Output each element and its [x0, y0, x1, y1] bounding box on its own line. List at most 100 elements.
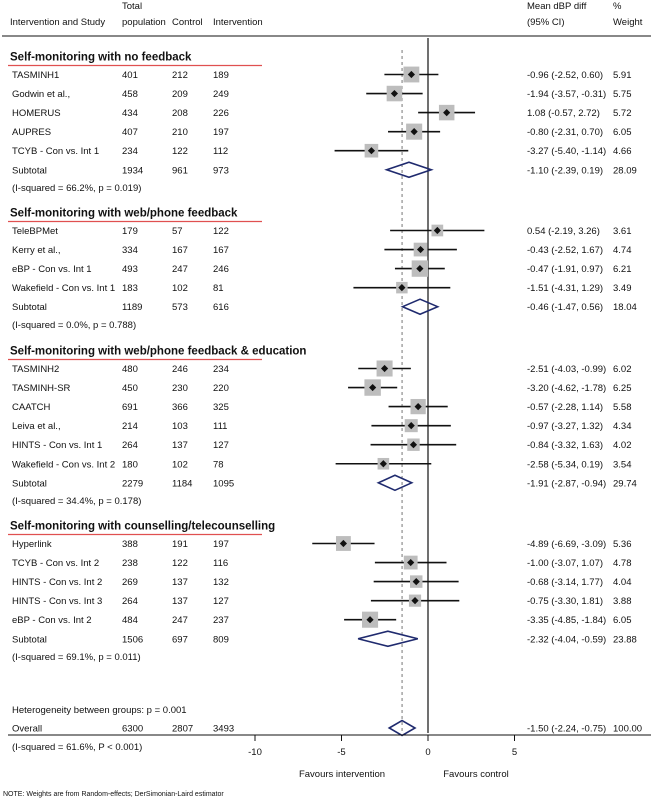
section-web-phone-feedback-study-4-point-estimate	[398, 284, 406, 292]
section-counselling-subtotal-total: 1506	[122, 634, 143, 645]
section-no-feedback-study-2-ci-text: -1.94 (-3.57, -0.31)	[527, 89, 606, 100]
section-no-feedback-subtotal-intervention: 973	[213, 165, 229, 176]
favours-control-label: Favours control	[443, 769, 508, 780]
section-web-phone-feedback-heterogeneity: (I-squared = 0.0%, p = 0.788)	[12, 320, 136, 331]
section-no-feedback-study-2-intervention: 249	[213, 89, 229, 100]
section-counselling-study-1-weight: 5.36	[613, 539, 632, 550]
section-web-phone-feedback-subtotal-weight: 18.04	[613, 302, 637, 313]
section-feedback-education-study-5-weight: 4.02	[613, 440, 632, 451]
section-no-feedback-study-5-control: 122	[172, 146, 188, 157]
section-feedback-education-heterogeneity: (I-squared = 34.4%, p = 0.178)	[12, 496, 141, 507]
section-counselling-study-4-control: 137	[172, 596, 188, 607]
section-feedback-education-subtotal-diamond	[376, 474, 414, 492]
header-effect-line1: Mean dBP diff	[527, 1, 587, 12]
section-no-feedback-subtotal-ci-text: -1.10 (-2.39, 0.19)	[527, 165, 603, 176]
section-feedback-education-study-5-point-estimate	[409, 441, 418, 449]
section-web-phone-feedback-study-1-total: 179	[122, 226, 138, 237]
section-feedback-education-study-5-ci-text: -0.84 (-3.32, 1.63)	[527, 440, 603, 451]
section-no-feedback-subtotal-label: Subtotal	[12, 165, 47, 176]
section-counselling-subtotal-diamond	[357, 630, 418, 648]
x-tick-label-5: 5	[512, 747, 517, 758]
section-web-phone-feedback-subtotal-diamond	[400, 298, 440, 316]
header-intervention: Intervention	[213, 17, 263, 28]
section-feedback-education-study-3-ci-text: -0.57 (-2.28, 1.14)	[527, 402, 603, 413]
section-web-phone-feedback-study-1-intervention: 122	[213, 226, 229, 237]
section-web-phone-feedback-study-1-control: 57	[172, 226, 183, 237]
section-no-feedback-subtotal-diamond	[384, 161, 434, 179]
section-no-feedback-study-4-intervention: 197	[213, 127, 229, 138]
section-feedback-education-study-2-control: 230	[172, 383, 188, 394]
section-no-feedback-study-2-name: Godwin et al.,	[12, 89, 70, 100]
overall-label: Overall	[12, 724, 42, 735]
section-no-feedback-study-4-point-estimate	[410, 128, 418, 136]
rows-layer: Self-monitoring with no feedback TASMINH1…	[8, 52, 642, 753]
section-counselling-title: Self-monitoring with counselling/telecou…	[10, 521, 275, 533]
section-web-phone-feedback-subtotal-control: 573	[172, 302, 188, 313]
section-counselling-study-3-control: 137	[172, 577, 188, 588]
section-no-feedback-study-3-control: 208	[172, 108, 188, 119]
section-feedback-education-study-6-intervention: 78	[213, 459, 224, 470]
section-counselling-study-1-intervention: 197	[213, 539, 229, 550]
overall-weight: 100.00	[613, 724, 642, 735]
section-feedback-education-study-6-ci-text: -2.58 (-5.34, 0.19)	[527, 459, 603, 470]
section-no-feedback-study-1-ci-text: -0.96 (-2.52, 0.60)	[527, 70, 603, 81]
section-counselling-study-1-total: 388	[122, 539, 138, 550]
section-counselling-study-3-ci-text: -0.68 (-3.14, 1.77)	[527, 577, 603, 588]
section-feedback-education-study-4-name: Leiva et al.,	[12, 421, 61, 432]
section-counselling-study-5-name: eBP - Con vs. Int 2	[12, 615, 92, 626]
section-feedback-education-study-5-name: HINTS - Con vs. Int 1	[12, 440, 102, 451]
section-feedback-education-study-6-weight: 3.54	[613, 459, 632, 470]
section-web-phone-feedback-study-4-name: Wakefield - Con vs. Int 1	[12, 283, 115, 294]
section-counselling-study-2-ci-text: -1.00 (-3.07, 1.07)	[527, 558, 603, 569]
section-feedback-education-study-4-weight: 4.34	[613, 421, 632, 432]
section-feedback-education-study-1-weight: 6.02	[613, 364, 632, 375]
section-feedback-education-study-3-total: 691	[122, 402, 138, 413]
section-no-feedback-study-4-weight: 6.05	[613, 127, 632, 138]
between-groups-heterogeneity: Heterogeneity between groups: p = 0.001	[12, 705, 187, 716]
section-feedback-education-study-1-intervention: 234	[213, 364, 229, 375]
section-web-phone-feedback-study-4-ci-text: -1.51 (-4.31, 1.29)	[527, 283, 603, 294]
section-counselling-study-5-weight: 6.05	[613, 615, 632, 626]
section-counselling-study-4-name: HINTS - Con vs. Int 3	[12, 596, 102, 607]
section-feedback-education-study-4-total: 214	[122, 421, 138, 432]
section-web-phone-feedback-study-1-weight: 3.61	[613, 226, 632, 237]
section-counselling-study-3-name: HINTS - Con vs. Int 2	[12, 577, 102, 588]
section-no-feedback-study-4-name: AUPRES	[12, 127, 51, 138]
section-no-feedback-study-5-intervention: 112	[213, 146, 228, 157]
section-web-phone-feedback-study-4-control: 102	[172, 283, 188, 294]
section-counselling-study-2-intervention: 116	[213, 558, 228, 569]
section-feedback-education-study-1-total: 480	[122, 364, 138, 375]
section-no-feedback-study-5-name: TCYB - Con vs. Int 1	[12, 146, 99, 157]
header-effect-line2: (95% CI)	[527, 17, 564, 28]
section-no-feedback-study-2-point-estimate	[390, 89, 399, 98]
column-headers: Intervention and Study Total population …	[10, 1, 643, 28]
section-feedback-education-study-3-control: 366	[172, 402, 188, 413]
section-counselling-study-5-control: 247	[172, 615, 188, 626]
section-feedback-education-study-2-total: 450	[122, 383, 138, 394]
section-no-feedback-subtotal-weight: 28.09	[613, 165, 637, 176]
overall-heterogeneity: (I-squared = 61.6%, P < 0.001)	[12, 742, 142, 753]
overall-total: 6300	[122, 724, 143, 735]
section-feedback-education-study-1-name: TASMINH2	[12, 364, 59, 375]
section-feedback-education-study-1-control: 246	[172, 364, 188, 375]
section-no-feedback-subtotal-total: 1934	[122, 165, 143, 176]
section-web-phone-feedback-study-3-ci-text: -0.47 (-1.91, 0.97)	[527, 264, 603, 275]
section-no-feedback-study-2-control: 209	[172, 89, 188, 100]
section-no-feedback-study-4-ci-text: -0.80 (-2.31, 0.70)	[527, 127, 603, 138]
section-counselling-subtotal-control: 697	[172, 634, 188, 645]
section-counselling-study-4-weight: 3.88	[613, 596, 632, 607]
section-web-phone-feedback-study-3-weight: 6.21	[613, 264, 632, 275]
section-counselling-study-1-control: 191	[172, 539, 188, 550]
section-counselling-study-4-ci-text: -0.75 (-3.30, 1.81)	[527, 596, 603, 607]
section-no-feedback-study-1-intervention: 189	[213, 70, 229, 81]
section-web-phone-feedback-study-1-ci-text: 0.54 (-2.19, 3.26)	[527, 226, 600, 237]
section-counselling-heterogeneity: (I-squared = 69.1%, p = 0.011)	[12, 652, 141, 663]
section-counselling-study-1-ci-text: -4.89 (-6.69, -3.09)	[527, 539, 606, 550]
section-feedback-education-subtotal-intervention: 1095	[213, 478, 234, 489]
section-counselling-study-3-point-estimate	[412, 578, 420, 586]
section-no-feedback-study-4-control: 210	[172, 127, 188, 138]
section-web-phone-feedback-study-3-control: 247	[172, 264, 188, 275]
section-web-phone-feedback-study-2-control: 167	[172, 245, 188, 256]
section-feedback-education-subtotal-label: Subtotal	[12, 478, 47, 489]
